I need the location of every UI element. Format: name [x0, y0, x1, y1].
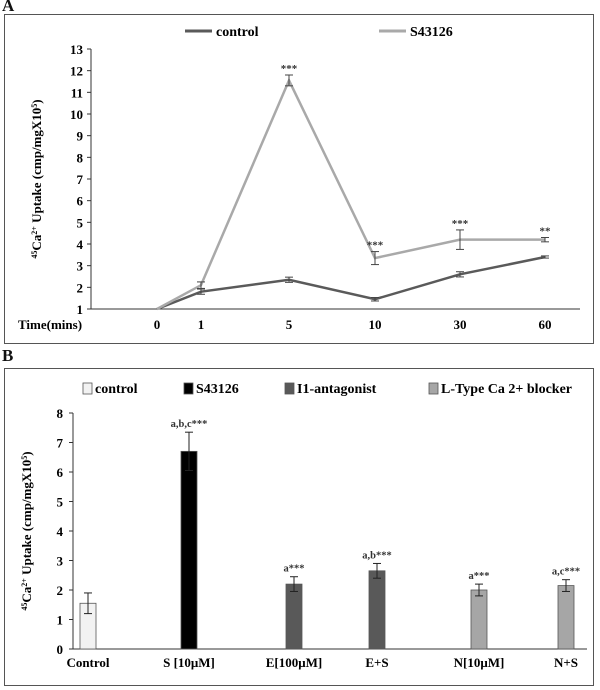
x-tick-label: 1 — [198, 317, 205, 332]
y-tick-label: 7 — [57, 436, 64, 451]
panel-b-letter: B — [2, 346, 14, 365]
y-tick-label: 7 — [77, 172, 84, 187]
bar — [285, 583, 303, 650]
significance-label: a,b,c*** — [171, 419, 208, 430]
x-tick-label: 10 — [369, 317, 382, 332]
y-tick-label: 8 — [57, 406, 64, 421]
svg-text:45Ca2+ Uptake (cmp/mgX105): 45Ca2+ Uptake (cmp/mgX105) — [29, 99, 44, 258]
y-axis-label: 45Ca2+ Uptake (cmp/mgX105) — [29, 99, 44, 258]
y-tick-label: 1 — [57, 613, 64, 628]
legend-swatch — [82, 382, 93, 395]
y-axis-label: 45Ca2+ Uptake (cmp/mgX105) — [19, 451, 34, 610]
x-tick-label: 60 — [539, 317, 552, 332]
x-tick-label: 0 — [154, 317, 161, 332]
significance-label: ** — [540, 226, 552, 238]
y-tick-label: 2 — [77, 280, 84, 295]
bar — [557, 585, 575, 650]
legend-label: control — [216, 25, 259, 40]
significance-label: a*** — [284, 564, 305, 575]
bar — [368, 570, 386, 650]
x-tick-label: E+S — [365, 655, 388, 670]
y-tick-label: 3 — [77, 259, 84, 274]
significance-label: a,c*** — [552, 567, 580, 578]
significance-label: *** — [281, 63, 298, 75]
legend-label: S43126 — [410, 25, 453, 40]
legend-label: I1-antagonist — [297, 382, 377, 397]
y-tick-label: 8 — [77, 150, 84, 165]
bar-chart-svg: 0 1 2 3 4 5 6 7 8 45Ca2+ Uptake (cmp/mgX105) contr… — [19, 382, 587, 670]
x-tick-label: N[10μM] — [454, 655, 505, 670]
y-tick-label: 5 — [77, 215, 84, 230]
panel-b-bar-chart: 0 1 2 3 4 5 6 7 8 45Ca2+ Uptake (cmp/mgX105) contr… — [4, 368, 594, 686]
bar — [470, 589, 488, 650]
y-tick-label: 5 — [57, 495, 64, 510]
significance-label: a,b*** — [362, 550, 391, 561]
series-line-s43126 — [156, 77, 545, 311]
svg-text:45Ca2+ Uptake (cmp/mgX105): 45Ca2+ Uptake (cmp/mgX105) — [19, 451, 34, 610]
y-tick-label: 1 — [77, 302, 84, 317]
y-tick-label: 6 — [57, 465, 64, 480]
panel-a-letter: A — [2, 0, 15, 15]
y-tick-label: 10 — [70, 107, 83, 122]
y-tick-label: 0 — [57, 642, 64, 657]
y-tick-label: 2 — [57, 583, 64, 598]
x-tick-label: 5 — [286, 317, 293, 332]
significance-label: a*** — [469, 571, 490, 582]
x-tick-label: E[100μM] — [266, 655, 322, 670]
y-tick-label: 3 — [57, 554, 64, 569]
bar — [180, 450, 198, 650]
x-tick-label: N+S — [554, 655, 578, 670]
legend-label: L-Type Ca 2+ blocker — [441, 382, 572, 397]
y-tick-label: 13 — [70, 42, 84, 57]
x-axis-label: Time(mins) — [18, 317, 82, 332]
y-tick-label: 12 — [70, 64, 83, 79]
y-tick-label: 11 — [71, 85, 83, 100]
y-tick-label: 6 — [77, 194, 84, 209]
legend-swatch — [284, 382, 295, 395]
y-tick-label: 9 — [77, 129, 84, 144]
y-tick-label: 4 — [57, 524, 64, 539]
y-tick-label: 4 — [77, 237, 84, 252]
legend-swatch — [428, 382, 439, 395]
series-line-control — [156, 255, 546, 311]
x-tick-label: 30 — [454, 317, 467, 332]
x-tick-label: S [10μM] — [163, 655, 215, 670]
significance-label: *** — [367, 240, 384, 252]
legend-label: control — [95, 382, 138, 397]
legend-label: S43126 — [196, 382, 239, 397]
panel-a-line-chart: 1 2 3 4 5 6 7 8 9 10 11 12 13 Time(mins) 0 1 5 10 30 60 45Ca… — [4, 14, 594, 344]
legend-swatch — [183, 382, 194, 395]
x-tick-label: Control — [66, 655, 109, 670]
significance-label: *** — [452, 218, 469, 230]
